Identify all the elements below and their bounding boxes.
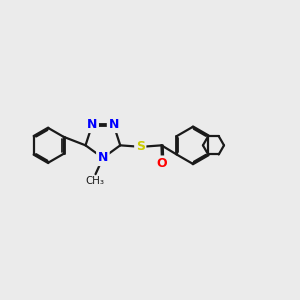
Text: O: O [157, 157, 167, 170]
Text: S: S [136, 140, 145, 153]
Text: N: N [87, 118, 97, 131]
Text: CH₃: CH₃ [85, 176, 104, 187]
Text: N: N [108, 118, 119, 131]
Text: N: N [98, 152, 108, 164]
